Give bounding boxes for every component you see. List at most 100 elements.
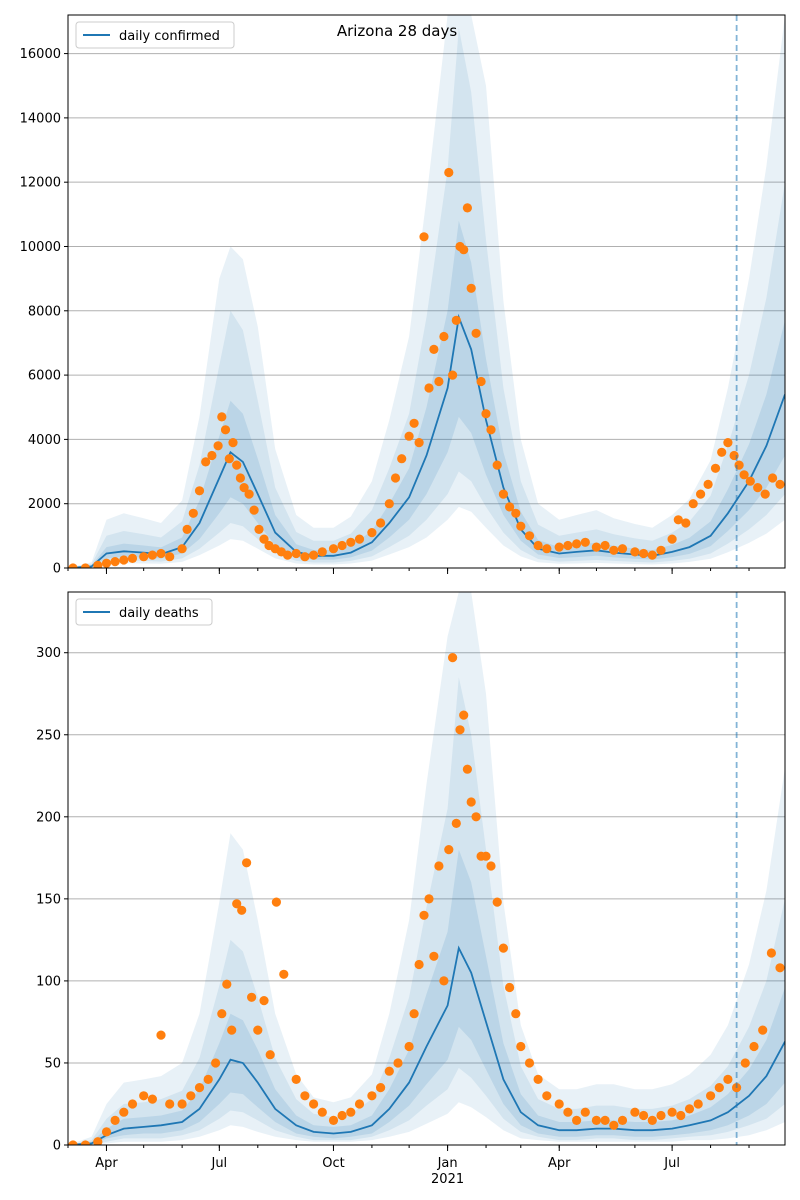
y-tick-label: 250: [36, 728, 61, 743]
data-point: [259, 996, 269, 1006]
legend: daily confirmed: [75, 21, 235, 49]
y-tick-label: 0: [53, 1139, 61, 1154]
data-point: [419, 232, 429, 242]
y-tick-label: 10000: [20, 240, 61, 255]
data-point: [714, 1083, 724, 1093]
uncertainty-band-outer: [68, 592, 785, 1145]
data-point: [188, 508, 198, 518]
data-point: [232, 899, 242, 909]
data-point: [609, 1120, 619, 1130]
data-point: [384, 1066, 394, 1076]
data-point: [492, 897, 502, 907]
data-point: [723, 1074, 733, 1084]
data-point: [448, 653, 458, 663]
data-point: [466, 283, 476, 293]
data-point: [309, 550, 319, 560]
data-point: [630, 1107, 640, 1117]
data-point: [676, 1110, 686, 1121]
plot-area: [68, 15, 785, 568]
data-point: [511, 1009, 521, 1019]
data-point: [768, 473, 778, 483]
data-point: [639, 548, 649, 559]
data-point: [404, 431, 414, 441]
data-point: [244, 489, 254, 499]
data-point: [346, 1107, 356, 1117]
data-point: [580, 537, 590, 547]
y-tick-label: 300: [36, 646, 61, 661]
data-point: [639, 1110, 649, 1121]
data-point: [753, 483, 763, 493]
data-point: [740, 1058, 750, 1068]
data-point: [542, 544, 552, 554]
bottom-panel-daily-deaths: 0 50 100 150 200 250 300 Apr Jul Oct Jan Apr Jul 2021…: [36, 591, 786, 1187]
data-point: [317, 1107, 327, 1117]
data-point: [476, 376, 486, 387]
model-line: [68, 945, 785, 1145]
data-point: [505, 982, 515, 993]
data-point: [572, 1115, 582, 1125]
data-point: [265, 1050, 275, 1060]
data-point: [448, 370, 458, 380]
data-point: [429, 951, 439, 961]
data-point: [600, 1115, 610, 1125]
data-point: [376, 1083, 386, 1093]
y-tick-label: 14000: [20, 111, 61, 126]
data-point: [459, 245, 469, 255]
data-point: [471, 328, 481, 338]
data-point: [101, 1127, 112, 1137]
data-point: [127, 553, 138, 564]
x-tick-label: Apr: [95, 1156, 118, 1171]
data-point: [429, 344, 439, 354]
figure-title: Arizona 28 days: [337, 22, 458, 40]
data-point: [207, 450, 217, 461]
y-tick-label: 12000: [20, 176, 61, 191]
data-point: [414, 959, 424, 970]
data-point: [542, 1091, 552, 1101]
data-point: [309, 1099, 319, 1109]
data-point: [177, 544, 187, 554]
uncertainty-band-outer: [68, 15, 785, 568]
data-point: [254, 524, 264, 535]
data-point: [228, 438, 238, 448]
x-tick-label: Jul: [663, 1156, 680, 1171]
data-point: [600, 540, 610, 551]
data-point: [220, 425, 231, 435]
data-point: [367, 1091, 377, 1101]
data-point: [354, 534, 365, 544]
data-point: [516, 1041, 526, 1052]
data-point: [591, 542, 602, 552]
data-point: [498, 943, 508, 953]
data-point: [723, 438, 733, 448]
data-point: [203, 1074, 213, 1084]
uncertainty-band-inner: [68, 220, 785, 568]
y-tick-label: 200: [36, 810, 61, 825]
data-point: [563, 1107, 573, 1117]
data-point: [93, 1137, 103, 1145]
data-point: [745, 476, 755, 486]
data-point: [291, 548, 301, 559]
data-point: [451, 818, 461, 829]
data-point: [237, 905, 247, 915]
data-point: [119, 1107, 129, 1117]
data-point: [667, 534, 677, 544]
data-point: [328, 1115, 339, 1125]
y-tick-label: 6000: [28, 369, 61, 384]
data-point: [227, 1025, 237, 1035]
data-point: [434, 376, 444, 387]
data-point: [68, 1140, 78, 1145]
data-point: [459, 710, 469, 720]
data-point: [182, 524, 192, 535]
data-point: [739, 470, 749, 480]
data-point: [127, 1099, 138, 1109]
data-point: [390, 473, 401, 483]
data-point: [471, 812, 481, 822]
data-point: [505, 502, 515, 512]
data-point: [186, 1091, 196, 1101]
y-tick-label: 150: [36, 892, 61, 907]
data-point: [222, 979, 232, 989]
y-tick-label: 8000: [28, 304, 61, 319]
data-point: [524, 531, 535, 541]
data-point: [444, 845, 454, 855]
data-point: [591, 1115, 602, 1125]
data-point: [758, 1025, 768, 1035]
